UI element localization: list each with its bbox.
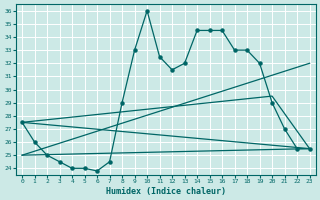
X-axis label: Humidex (Indice chaleur): Humidex (Indice chaleur) xyxy=(106,187,226,196)
